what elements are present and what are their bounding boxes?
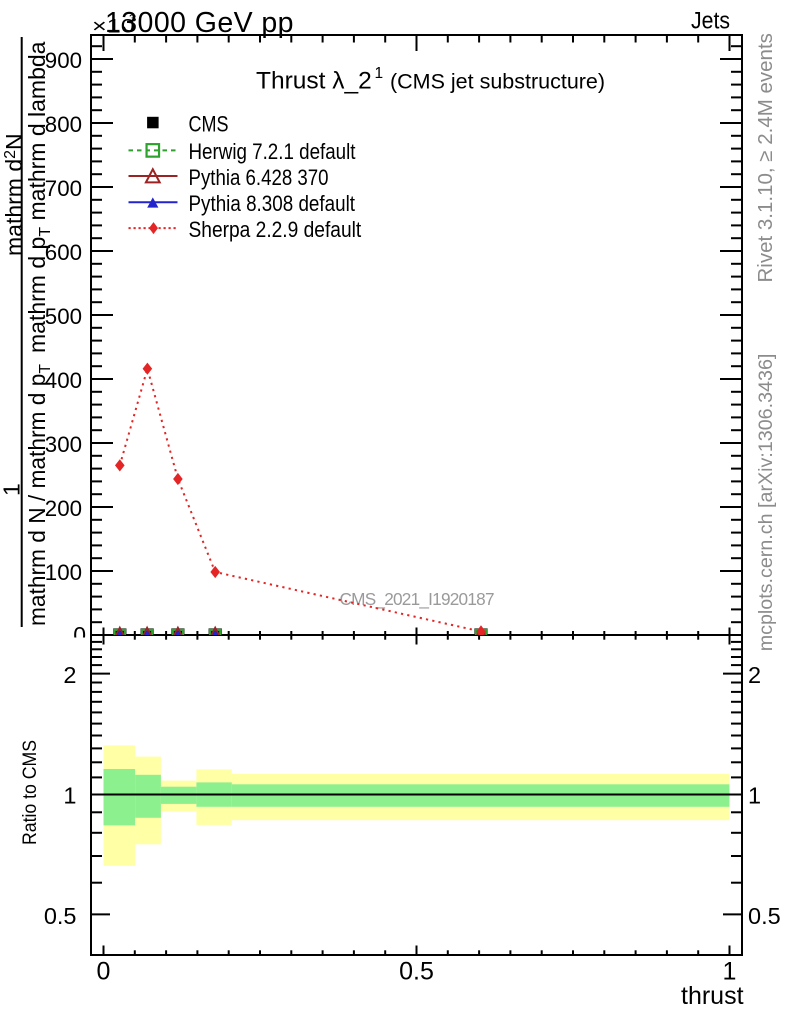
svg-text:3: 3 (129, 12, 137, 24)
svg-text:mcplots.cern.ch [arXiv:1306.34: mcplots.cern.ch [arXiv:1306.3436] (755, 354, 777, 652)
svg-text:1: 1 (63, 783, 76, 809)
svg-text:0.5: 0.5 (399, 957, 434, 985)
svg-text:1: 1 (0, 483, 25, 496)
svg-text:×10: ×10 (92, 16, 135, 37)
svg-text:Sherpa 2.2.9 default: Sherpa 2.2.9 default (189, 217, 362, 242)
svg-text:Ratio to CMS: Ratio to CMS (19, 740, 41, 845)
svg-text:CMS_2021_I1920187: CMS_2021_I1920187 (340, 589, 495, 609)
svg-text:0: 0 (73, 622, 86, 648)
svg-text:13000 GeV pp: 13000 GeV pp (105, 7, 294, 39)
svg-text:900: 900 (45, 48, 82, 73)
svg-text:Pythia 6.428 370: Pythia 6.428 370 (189, 165, 329, 190)
svg-text:Jets: Jets (691, 8, 730, 35)
svg-text:thrust: thrust (681, 982, 744, 1010)
svg-text:1: 1 (723, 957, 737, 985)
svg-text:mathrm d N / mathrm d pT: mathrm d N / mathrm d pT (24, 364, 54, 626)
svg-text:1: 1 (748, 783, 761, 809)
svg-text:Rivet 3.1.10, ≥ 2.4M events: Rivet 3.1.10, ≥ 2.4M events (754, 33, 777, 282)
svg-text:400: 400 (45, 368, 82, 393)
svg-text:700: 700 (45, 176, 82, 201)
svg-text:Pythia 8.308 default: Pythia 8.308 default (189, 191, 356, 216)
svg-text:100: 100 (45, 560, 82, 585)
svg-text:2: 2 (63, 662, 76, 688)
svg-text:200: 200 (45, 496, 82, 521)
svg-text:mathrm d pT mathrm d lambda: mathrm d pT mathrm d lambda (24, 41, 54, 353)
svg-text:Herwig 7.2.1 default: Herwig 7.2.1 default (189, 139, 356, 164)
svg-text:0.5: 0.5 (748, 903, 781, 929)
svg-text:2: 2 (748, 662, 761, 688)
svg-text:1: 1 (375, 65, 384, 82)
svg-text:0.5: 0.5 (44, 903, 77, 929)
svg-text:Thrust λ_2: Thrust λ_2 (256, 68, 372, 95)
svg-text:500: 500 (45, 304, 82, 329)
svg-text:0: 0 (97, 957, 111, 985)
svg-text:600: 600 (45, 240, 82, 265)
svg-text:(CMS jet substructure): (CMS jet substructure) (390, 70, 605, 94)
svg-text:800: 800 (45, 112, 82, 137)
svg-text:300: 300 (45, 432, 82, 457)
svg-text:CMS: CMS (189, 111, 229, 136)
